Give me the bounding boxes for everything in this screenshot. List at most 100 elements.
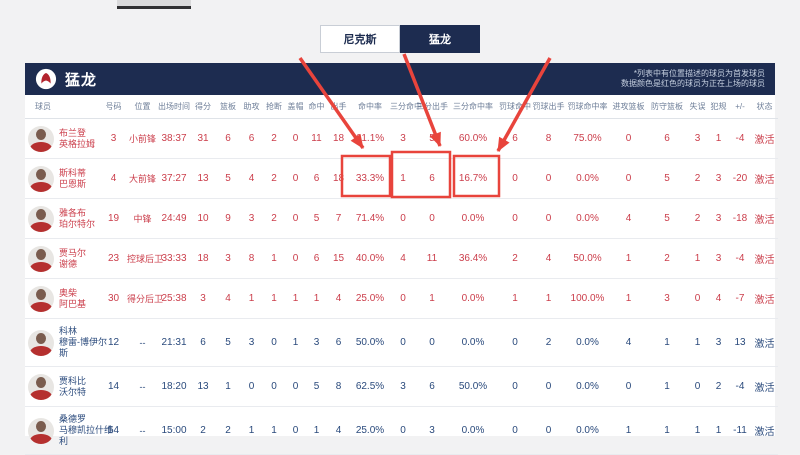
player-cell[interactable]: 雅各布 珀尔特尔 bbox=[25, 205, 100, 232]
stat-cell: 19 bbox=[107, 213, 120, 224]
stat-cell: 54 bbox=[107, 425, 120, 436]
stat-cell: 0 bbox=[429, 337, 435, 348]
stat-cell: 37:27 bbox=[161, 173, 187, 184]
stat-cell: 3 bbox=[400, 381, 406, 392]
stat-cell: 1 bbox=[694, 425, 701, 436]
stat-cell: 60.0% bbox=[458, 133, 488, 144]
stat-cell: 21:31 bbox=[161, 337, 187, 348]
stat-cell: 3 bbox=[248, 337, 255, 348]
player-avatar bbox=[28, 205, 54, 232]
stat-cell: 0.0% bbox=[461, 425, 485, 436]
stat-cell: 0 bbox=[512, 173, 518, 184]
stat-cell: 2 bbox=[694, 173, 701, 184]
stat-cell: 0.0% bbox=[576, 213, 599, 224]
player-cell[interactable]: 贾科比 沃尔特 bbox=[25, 373, 100, 400]
col-header-6: 助攻 bbox=[240, 95, 263, 119]
player-cell[interactable]: 科林 穆雷-博伊尔斯 bbox=[25, 326, 107, 359]
stat-cell: 12 bbox=[107, 337, 120, 348]
col-header-2: 位置 bbox=[127, 95, 158, 119]
stat-cell: 0 bbox=[292, 425, 299, 436]
stat-cell: 8 bbox=[248, 253, 255, 264]
player-avatar bbox=[28, 125, 54, 152]
tab-raptors[interactable]: 猛龙 bbox=[400, 25, 480, 53]
stat-cell: 得分后卫 bbox=[127, 294, 164, 304]
stat-cell: 1 bbox=[545, 293, 552, 304]
stat-cell: 3 bbox=[715, 253, 722, 264]
stat-cell: 4 bbox=[110, 173, 117, 184]
col-header-9: 命中 bbox=[306, 95, 327, 119]
stat-cell: 2 bbox=[545, 337, 552, 348]
stat-cell: 0 bbox=[429, 213, 435, 224]
stat-cell: 1 bbox=[292, 293, 299, 304]
stat-cell: 0.0% bbox=[461, 337, 485, 348]
stat-cell: 9 bbox=[225, 213, 231, 224]
stat-cell: 4 bbox=[248, 173, 255, 184]
stat-cell: 0 bbox=[271, 337, 277, 348]
col-header-22: +/- bbox=[729, 95, 751, 119]
stat-cell: 5 bbox=[664, 173, 670, 184]
stat-cell: 2 bbox=[715, 381, 722, 392]
stat-cell: 1 bbox=[664, 337, 670, 348]
stat-cell: 4 bbox=[625, 213, 632, 224]
player-cell[interactable]: 贾马尔 谢德 bbox=[25, 245, 100, 272]
stat-cell: 1 bbox=[313, 425, 320, 436]
stat-cell: 4 bbox=[625, 337, 632, 348]
player-avatar bbox=[28, 329, 54, 356]
stat-cell: 0 bbox=[694, 293, 701, 304]
stat-cell: 18 bbox=[197, 253, 209, 264]
stat-cell: 2 bbox=[664, 253, 670, 264]
stat-cell: 4 bbox=[400, 253, 406, 264]
col-header-14: 三分命中率 bbox=[448, 95, 498, 119]
stat-cell: 18:20 bbox=[161, 381, 187, 392]
player-name: 奥柴 阿巴基 bbox=[59, 287, 87, 309]
stat-cell: 激活 bbox=[754, 175, 775, 186]
player-cell[interactable]: 奥柴 阿巴基 bbox=[25, 285, 100, 312]
stat-cell: 1 bbox=[313, 293, 320, 304]
stat-cell: 1 bbox=[248, 425, 255, 436]
player-row: 布兰登 英格拉姆 3 小前锋 38:37 31 6 6 2 0 11 18 61.1% 3 5 60.0% 6 8… bbox=[25, 119, 778, 159]
stat-cell: -20 bbox=[732, 173, 748, 184]
stat-cell: 33:33 bbox=[161, 253, 187, 264]
stat-cell: 10 bbox=[197, 213, 209, 224]
stat-cell: 11 bbox=[311, 133, 322, 144]
player-avatar bbox=[28, 285, 54, 312]
stat-cell: 0 bbox=[400, 425, 406, 436]
stat-cell: 6 bbox=[335, 337, 342, 348]
stat-cell: -- bbox=[139, 425, 146, 436]
stat-cell: 0 bbox=[271, 381, 277, 392]
stat-cell: -4 bbox=[735, 253, 745, 264]
stat-cell: 0 bbox=[292, 173, 299, 184]
header-note-line2: 数据颜色是红色的球员为正在上场的球员 bbox=[621, 79, 765, 88]
stat-cell: 大前锋 bbox=[128, 174, 156, 184]
stat-cell: 3 bbox=[200, 293, 206, 304]
player-name: 雅各布 珀尔特尔 bbox=[59, 207, 96, 229]
stat-cell: 0 bbox=[512, 381, 518, 392]
stat-cell: 38:37 bbox=[161, 133, 187, 144]
player-row: 科林 穆雷-博伊尔斯 12 -- 21:31 6 5 3 0 1 3 6 50.0% 0 0 0.0% 0 2 0.… bbox=[25, 319, 778, 367]
col-header-17: 罚球命中率 bbox=[565, 95, 610, 119]
stat-cell: 25.0% bbox=[355, 293, 385, 304]
stat-cell: 1 bbox=[715, 133, 722, 144]
stat-cell: 3 bbox=[429, 425, 435, 436]
stat-cell: 3 bbox=[400, 133, 406, 144]
stat-cell: -- bbox=[139, 381, 146, 392]
stat-cell: 6 bbox=[512, 133, 518, 144]
team-tabs: 尼克斯 猛龙 bbox=[320, 25, 480, 53]
stat-cell: 6 bbox=[313, 173, 320, 184]
stat-cell: 0.0% bbox=[461, 213, 485, 224]
stat-cell: 5 bbox=[225, 337, 231, 348]
player-cell[interactable]: 桑德罗 马穆凯拉什维利 bbox=[25, 414, 113, 447]
player-cell[interactable]: 布兰登 英格拉姆 bbox=[25, 125, 100, 152]
stat-cell: 0 bbox=[545, 173, 552, 184]
stat-cell: 1 bbox=[664, 425, 670, 436]
box-score-table: 球员 号码 位置 出场时间 得分 篮板 助攻 抢断 盖帽 命中 出手 命中率 三分命中 三分出手 三分命中率… bbox=[25, 95, 778, 455]
stat-cell: 3 bbox=[664, 293, 670, 304]
stat-cell: -7 bbox=[735, 293, 745, 304]
stat-cell: 1 bbox=[429, 293, 435, 304]
stat-cell: 1 bbox=[225, 381, 231, 392]
tab-knicks[interactable]: 尼克斯 bbox=[320, 25, 400, 53]
raptors-logo-icon bbox=[35, 68, 57, 90]
stat-cell: 激活 bbox=[754, 427, 775, 438]
stat-cell: 8 bbox=[545, 133, 552, 144]
player-cell[interactable]: 斯科蒂 巴恩斯 bbox=[25, 165, 100, 192]
